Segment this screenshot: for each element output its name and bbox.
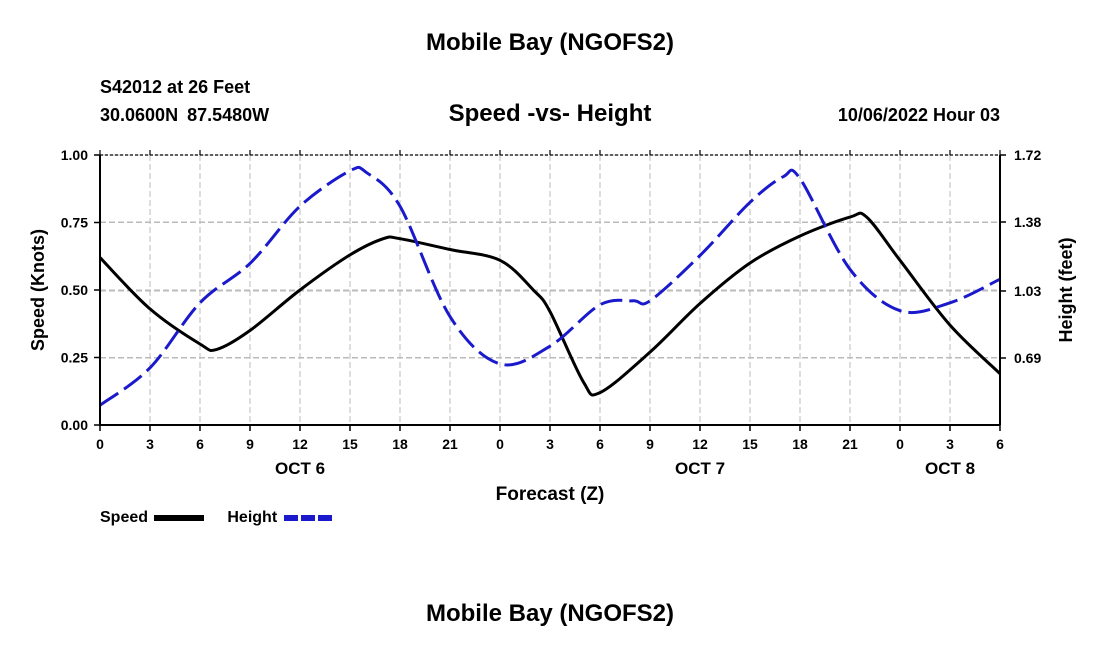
datetime-label: 10/06/2022 Hour 03 xyxy=(837,105,1000,125)
date-label: OCT 7 xyxy=(675,459,725,478)
x-axis-title: Forecast (Z) xyxy=(496,484,605,505)
date-label: OCT 8 xyxy=(925,459,975,478)
x-tick-label: 9 xyxy=(246,436,254,452)
page-title: Mobile Bay (NGOFS2) xyxy=(425,29,675,56)
axes-layer xyxy=(94,150,1006,431)
y-tick-label-left: 0.00 xyxy=(61,417,88,433)
x-tick-label: 18 xyxy=(392,436,408,452)
legend-height-swatch xyxy=(283,515,334,521)
x-tick-label: 15 xyxy=(742,436,758,452)
station-label: S42012 at 26 Feet xyxy=(100,77,251,97)
chart-subtitle: Speed -vs- Height xyxy=(448,100,652,127)
x-tick-label: 15 xyxy=(342,436,358,452)
legend-speed-swatch xyxy=(154,515,205,521)
y-tick-label-left: 0.75 xyxy=(61,215,88,231)
coordinates-label: 30.0600N 87.5480W xyxy=(100,105,270,125)
series-layer xyxy=(98,165,1002,407)
legend-speed-label: Speed xyxy=(100,509,149,526)
x-tick-label: 3 xyxy=(146,436,154,452)
x-tick-label: 6 xyxy=(996,436,1004,452)
grid-layer xyxy=(100,154,1000,425)
x-tick-label: 3 xyxy=(546,436,554,452)
labels-layer: 0 3 6 9 12 15 18 21 0 3 6 9 12 15 18 21 0 3 6 OCT 6 OCT 7 OCT… xyxy=(28,147,1076,505)
speed-series-line xyxy=(98,211,1002,397)
x-tick-label: 9 xyxy=(646,436,654,452)
x-tick-label: 12 xyxy=(692,436,708,452)
date-label: OCT 6 xyxy=(275,459,325,478)
y-tick-label-left: 0.50 xyxy=(61,282,88,298)
y-axis-title-left: Speed (Knots) xyxy=(28,229,48,351)
y-tick-label-right: 1.03 xyxy=(1014,283,1041,299)
x-tick-label: 0 xyxy=(96,436,104,452)
x-tick-label: 0 xyxy=(496,436,504,452)
x-tick-label: 6 xyxy=(596,436,604,452)
y-tick-label-left: 1.00 xyxy=(61,147,88,163)
x-tick-label: 3 xyxy=(946,436,954,452)
x-tick-label: 21 xyxy=(842,436,858,452)
y-tick-label-right: 0.69 xyxy=(1014,350,1041,366)
y-tick-label-right: 1.38 xyxy=(1014,214,1041,230)
x-tick-label: 0 xyxy=(896,436,904,452)
y-tick-label-left: 0.25 xyxy=(61,350,88,366)
height-series-line xyxy=(99,165,1001,407)
y-axis-title-right: Height (feet) xyxy=(1056,238,1076,343)
x-tick-label: 21 xyxy=(442,436,458,452)
y-tick-label-right: 1.72 xyxy=(1014,147,1041,163)
x-tick-label: 6 xyxy=(196,436,204,452)
legend-height-label: Height xyxy=(227,509,278,526)
x-tick-label: 12 xyxy=(292,436,308,452)
footer-title: Mobile Bay (NGOFS2) xyxy=(425,600,675,627)
legend: Speed Height xyxy=(100,509,336,527)
x-tick-label: 18 xyxy=(792,436,808,452)
